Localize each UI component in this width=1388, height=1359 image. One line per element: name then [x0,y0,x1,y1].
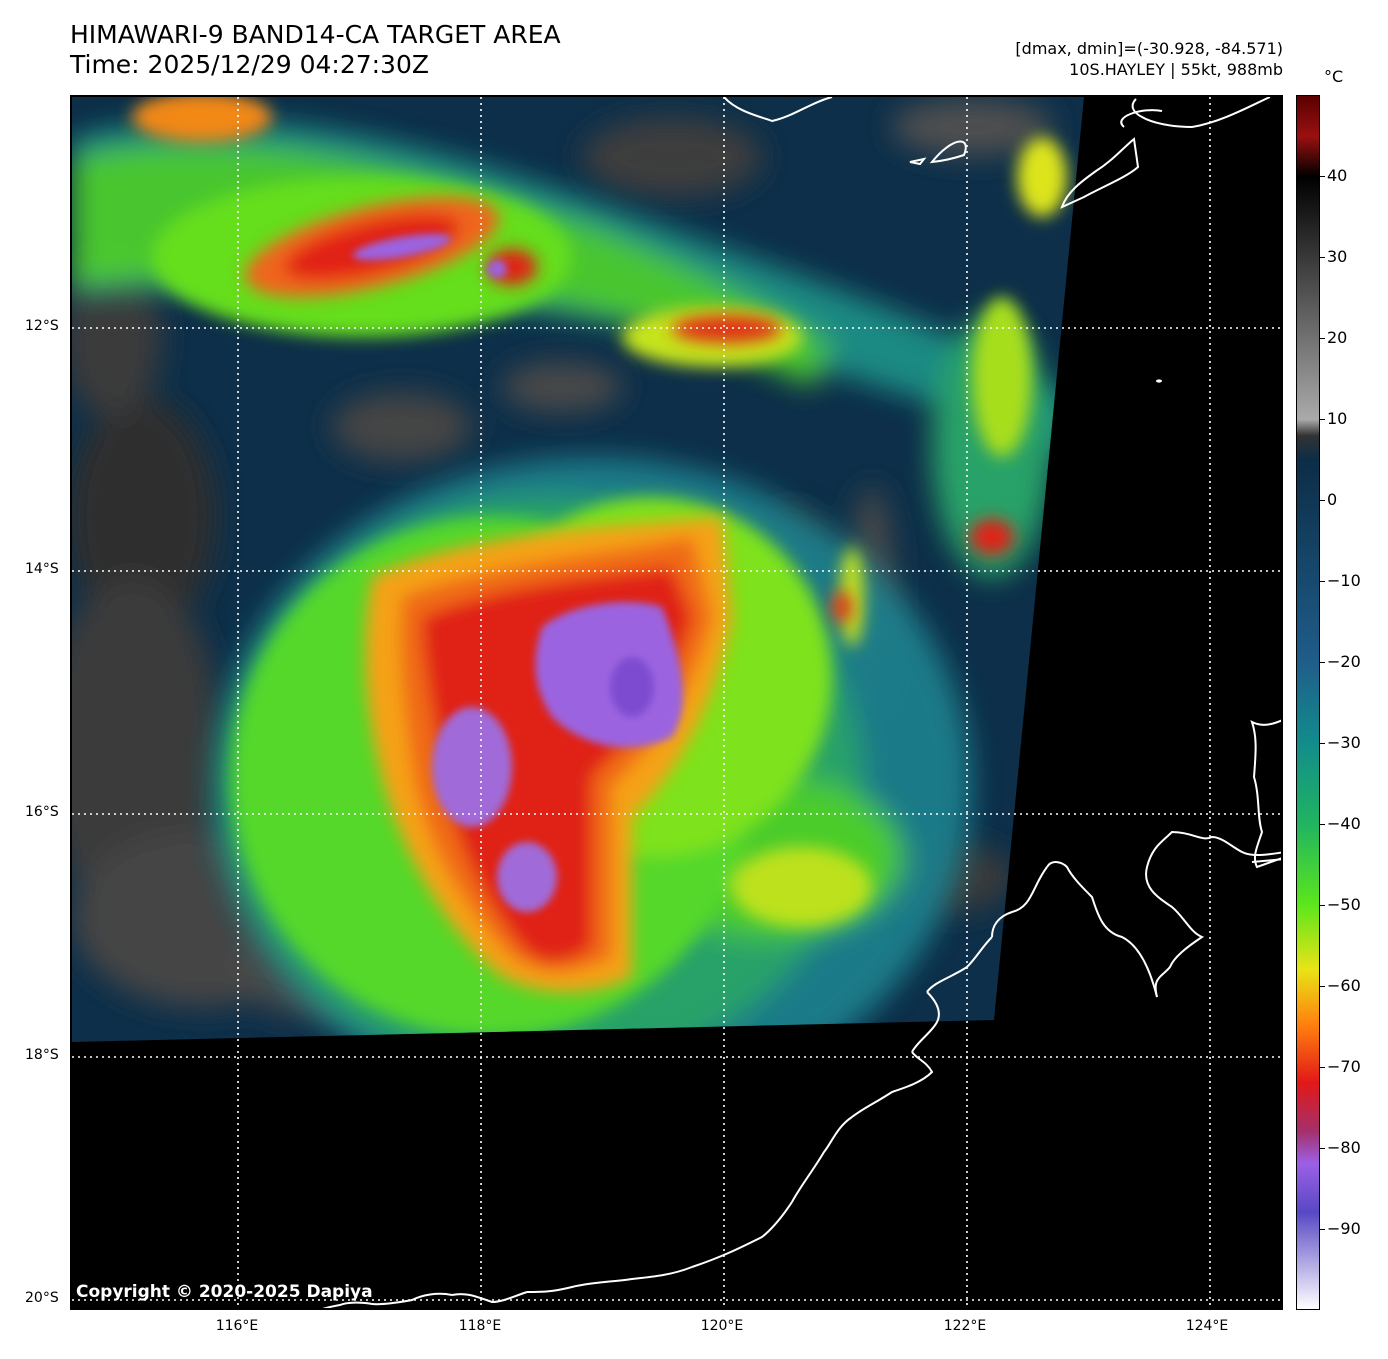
lat-label-14S: 14°S [25,561,59,577]
colorbar-tick-label: −50 [1327,895,1361,914]
colorbar-tick [1320,500,1325,501]
colorbar-tick-label: 30 [1327,247,1348,266]
lon-label-116E: 116°E [215,1318,259,1334]
colorbar-tick [1320,257,1325,258]
colorbar-tick-label: 20 [1327,328,1348,347]
title-timestamp: Time: 2025/12/29 04:27:30Z [70,50,429,79]
satellite-swath [72,97,1084,1042]
colorbar-tick [1320,662,1325,663]
lon-label-124E: 124°E [1185,1318,1229,1334]
colorbar-tick-label: 0 [1327,490,1338,509]
copyright-text: Copyright © 2020-2025 Dapiya [76,1282,373,1302]
lat-label-20S: 20°S [25,1290,59,1306]
title-block: HIMAWARI-9 BAND14-CA TARGET AREA Time: 2… [70,20,561,80]
colorbar-tick [1320,1148,1325,1149]
colorbar-tick-label: −80 [1327,1138,1361,1157]
colorbar-tick [1320,338,1325,339]
lat-label-18S: 18°S [25,1047,59,1063]
colorbar-tick-label: −70 [1327,1057,1361,1076]
colorbar-tick [1320,419,1325,420]
lon-label-122E: 122°E [943,1318,987,1334]
meta-block: [dmax, dmin]=(-30.928, -84.571) 10S.HAYL… [1015,38,1283,80]
title-satellite-band: HIMAWARI-9 BAND14-CA TARGET AREA [70,20,561,49]
coastlines [322,97,1281,1308]
storm-info-text: 10S.HAYLEY | 55kt, 988mb [1069,60,1283,79]
colorbar-tick-label: −10 [1327,571,1361,590]
colorbar-tick-label: −30 [1327,733,1361,752]
lon-label-118E: 118°E [458,1318,502,1334]
colorbar-tick [1320,176,1325,177]
satellite-image [72,97,1281,1308]
colorbar-tick [1320,1229,1325,1230]
colorbar-tick-label: 10 [1327,409,1348,428]
data-range-text: [dmax, dmin]=(-30.928, -84.571) [1015,39,1283,58]
colorbar-tick-label: 40 [1327,166,1348,185]
satellite-map: Copyright © 2020-2025 Dapiya [70,95,1283,1310]
colorbar-tick [1320,986,1325,987]
colorbar [1296,95,1320,1310]
colorbar-tick-label: −40 [1327,814,1361,833]
colorbar-tick-label: −60 [1327,976,1361,995]
gridlines [72,97,1281,1308]
colorbar-tick-label: −90 [1327,1219,1361,1238]
colorbar-tick [1320,743,1325,744]
colorbar-unit: °C [1324,67,1344,86]
colorbar-tick [1320,824,1325,825]
colorbar-tick [1320,581,1325,582]
colorbar-tick [1320,905,1325,906]
coldest-cloud-tops [352,233,683,912]
lon-label-120E: 120°E [700,1318,744,1334]
colorbar-tick [1320,1067,1325,1068]
lat-label-12S: 12°S [25,318,59,334]
colorbar-tick-label: −20 [1327,652,1361,671]
island [1156,379,1162,383]
lat-label-16S: 16°S [25,804,59,820]
